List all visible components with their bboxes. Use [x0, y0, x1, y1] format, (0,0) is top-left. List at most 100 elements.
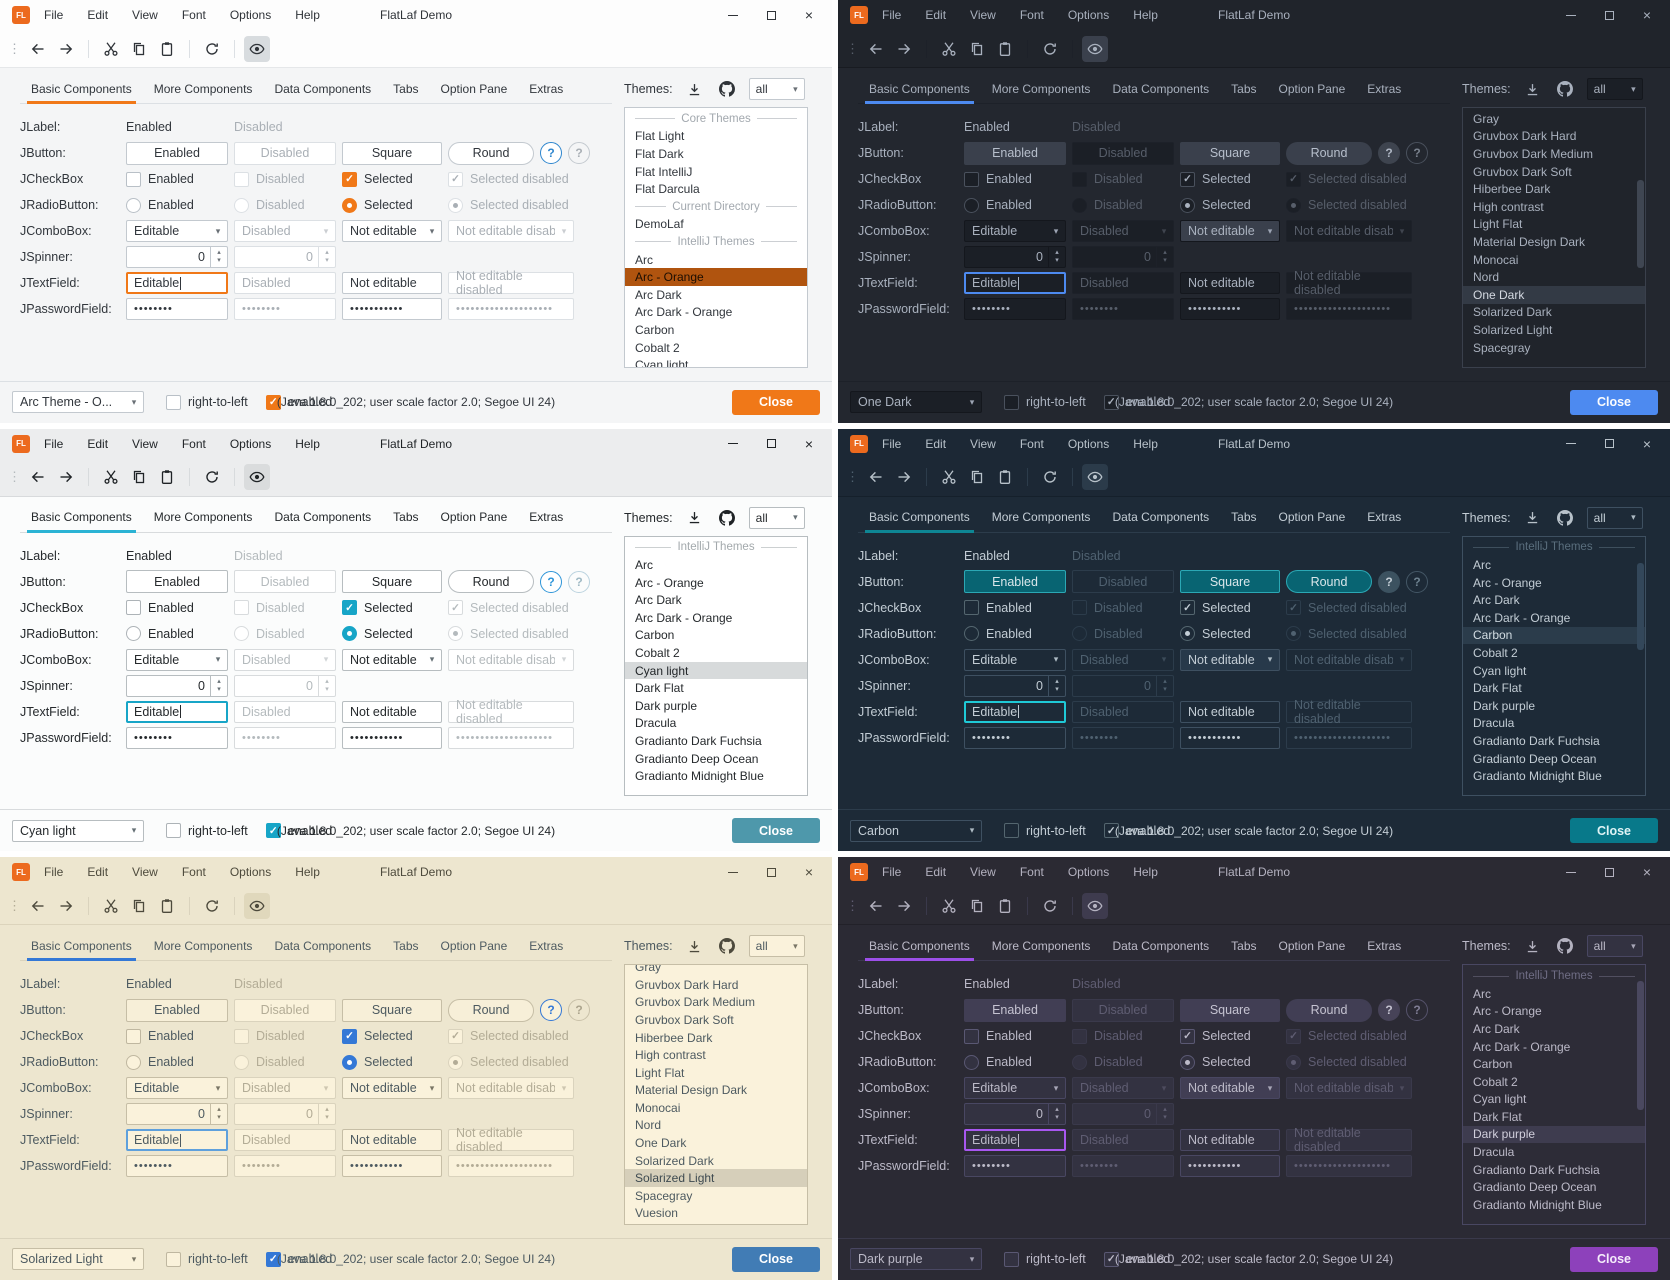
theme-list-item[interactable]: Arc Dark — [635, 593, 682, 608]
menu-item-edit[interactable]: Edit — [925, 8, 947, 22]
tab-data-components[interactable]: Data Components — [274, 510, 372, 525]
download-theme-button[interactable] — [685, 79, 705, 99]
tab-basic-components[interactable]: Basic Components — [20, 931, 143, 962]
round-button[interactable]: Round — [1286, 570, 1372, 594]
menu-item-file[interactable]: File — [882, 436, 902, 451]
checkbox-selected[interactable]: ✓ Selected — [342, 171, 442, 187]
menu-item-font[interactable]: Font — [1019, 865, 1044, 880]
radio-enabled[interactable]: Enabled — [126, 197, 228, 213]
enabled-checkbox[interactable]: ✓ enabled — [265, 1251, 332, 1267]
tab-basic-components[interactable]: Basic Components — [20, 503, 143, 533]
theme-list-item[interactable]: Arc - Orange — [1473, 1004, 1542, 1019]
menu-item-font[interactable]: Font — [1019, 8, 1044, 22]
copy-button[interactable] — [964, 893, 990, 919]
tab-option-pane[interactable]: Option Pane — [1278, 938, 1346, 953]
theme-list-item[interactable]: Gruvbox Dark Soft — [1473, 164, 1572, 179]
spinner-enabled[interactable]: 0 ▴ ▾ — [126, 1103, 228, 1126]
theme-list-item[interactable]: Arc Dark — [635, 287, 682, 302]
square-button[interactable]: Square — [342, 141, 442, 165]
menu-item-options[interactable]: Options — [229, 436, 272, 451]
show-hidden-toggle-button[interactable] — [1082, 892, 1108, 919]
maximize-button[interactable] — [1602, 865, 1616, 879]
tab-extras[interactable]: Extras — [529, 938, 564, 953]
refresh-button[interactable] — [199, 893, 225, 919]
theme-list-item[interactable]: Cyan light — [635, 358, 689, 368]
checkbox-selected[interactable]: ✓ Selected — [1180, 171, 1280, 187]
forward-button[interactable] — [891, 893, 917, 919]
square-button[interactable]: Square — [342, 998, 442, 1022]
theme-list-item[interactable]: Dark Flat — [635, 681, 684, 696]
help-button-primary[interactable]: ? — [1378, 999, 1400, 1022]
paste-button[interactable] — [992, 464, 1018, 490]
theme-list-item[interactable]: Flat IntelliJ — [635, 164, 693, 179]
radio-enabled[interactable]: Enabled — [964, 626, 1066, 642]
spinner-enabled[interactable]: 0 ▴ ▾ — [964, 1103, 1066, 1126]
theme-list-item[interactable]: Gradianto Dark Fuchsia — [1473, 733, 1600, 748]
tab-extras[interactable]: Extras — [529, 510, 564, 525]
textfield-editable[interactable]: Editable — [964, 1129, 1066, 1152]
checkbox-selected[interactable]: ✓ Selected — [1180, 1028, 1280, 1044]
tab-tabs[interactable]: Tabs — [393, 938, 419, 953]
github-link-button[interactable] — [1555, 508, 1575, 528]
tab-option-pane[interactable]: Option Pane — [440, 510, 508, 525]
theme-list-item[interactable]: Arc — [635, 252, 653, 267]
paste-button[interactable] — [992, 36, 1018, 62]
theme-list-item[interactable]: Arc — [1473, 558, 1491, 573]
paste-button[interactable] — [154, 464, 180, 490]
checkbox-enabled[interactable]: ✓Enabled — [126, 171, 228, 187]
menu-item-help[interactable]: Help — [1133, 865, 1158, 880]
theme-list-item[interactable]: Gray — [635, 964, 662, 975]
minimize-button[interactable] — [1564, 8, 1578, 22]
theme-list-item[interactable]: Gruvbox Dark Hard — [1473, 129, 1577, 144]
theme-list-item[interactable]: Carbon — [1473, 1057, 1513, 1072]
help-button-secondary[interactable]: ? — [1406, 142, 1428, 164]
theme-list-item[interactable]: Carbon — [635, 322, 675, 337]
passwordfield-enabled[interactable]: •••••••• — [964, 298, 1066, 320]
menu-item-file[interactable]: File — [44, 436, 64, 451]
help-button-secondary[interactable]: ? — [568, 570, 590, 593]
passwordfield-not-editable[interactable]: ••••••••••• — [1180, 298, 1280, 320]
minimize-button[interactable] — [1564, 437, 1578, 451]
enabled-button[interactable]: Enabled — [964, 998, 1066, 1022]
theme-list-item[interactable]: Arc — [635, 558, 653, 573]
theme-filter-combo[interactable]: all ▾ — [748, 78, 805, 100]
right-to-left-checkbox[interactable]: ✓right-to-left — [166, 823, 248, 839]
textfield-not-editable[interactable]: Not editable — [342, 272, 442, 294]
theme-list-item[interactable]: Arc Dark — [1473, 593, 1520, 608]
radio-selected[interactable]: Selected — [1180, 1054, 1280, 1070]
menu-item-font[interactable]: Font — [1019, 436, 1044, 451]
paste-button[interactable] — [154, 36, 180, 62]
menu-item-view[interactable]: View — [970, 8, 996, 22]
checkbox-selected[interactable]: ✓ Selected — [1180, 600, 1280, 616]
spinner-arrows-icon[interactable]: ▴ ▾ — [1048, 1104, 1065, 1125]
right-to-left-checkbox[interactable]: ✓right-to-left — [1004, 823, 1086, 839]
theme-list-item[interactable]: Material Design Dark — [1473, 234, 1586, 249]
theme-list-item[interactable]: Spacegray — [635, 1188, 693, 1203]
toolbar-grip-icon[interactable]: ⋮ — [846, 897, 859, 913]
passwordfield-enabled[interactable]: •••••••• — [964, 726, 1066, 749]
passwordfield-not-editable[interactable]: ••••••••••• — [342, 726, 442, 749]
passwordfield-not-editable[interactable]: ••••••••••• — [1180, 1155, 1280, 1178]
enabled-button[interactable]: Enabled — [964, 570, 1066, 594]
tab-more-components[interactable]: More Components — [153, 510, 253, 525]
menu-item-file[interactable]: File — [882, 8, 902, 22]
radio-enabled[interactable]: Enabled — [126, 1054, 228, 1070]
show-hidden-toggle-button[interactable] — [244, 464, 270, 491]
checkbox-enabled[interactable]: ✓Enabled — [126, 1028, 228, 1044]
scrollbar-thumb[interactable] — [1637, 180, 1644, 269]
close-window-button[interactable]: × — [804, 435, 814, 452]
menu-item-edit[interactable]: Edit — [87, 436, 109, 451]
cut-button[interactable] — [936, 36, 962, 62]
passwordfield-enabled[interactable]: •••••••• — [126, 1155, 228, 1178]
theme-list-item[interactable]: Spacegray — [1473, 340, 1531, 355]
back-button[interactable] — [25, 893, 51, 919]
menu-item-edit[interactable]: Edit — [925, 436, 947, 451]
tab-data-components[interactable]: Data Components — [1112, 938, 1210, 953]
cut-button[interactable] — [936, 893, 962, 919]
show-hidden-toggle-button[interactable] — [1082, 35, 1108, 62]
menu-item-view[interactable]: View — [132, 865, 158, 880]
passwordfield-enabled[interactable]: •••••••• — [964, 1155, 1066, 1178]
theme-list-item[interactable]: Flat Light — [635, 129, 685, 144]
close-button[interactable]: Close — [732, 1246, 820, 1272]
round-button[interactable]: Round — [448, 570, 534, 594]
